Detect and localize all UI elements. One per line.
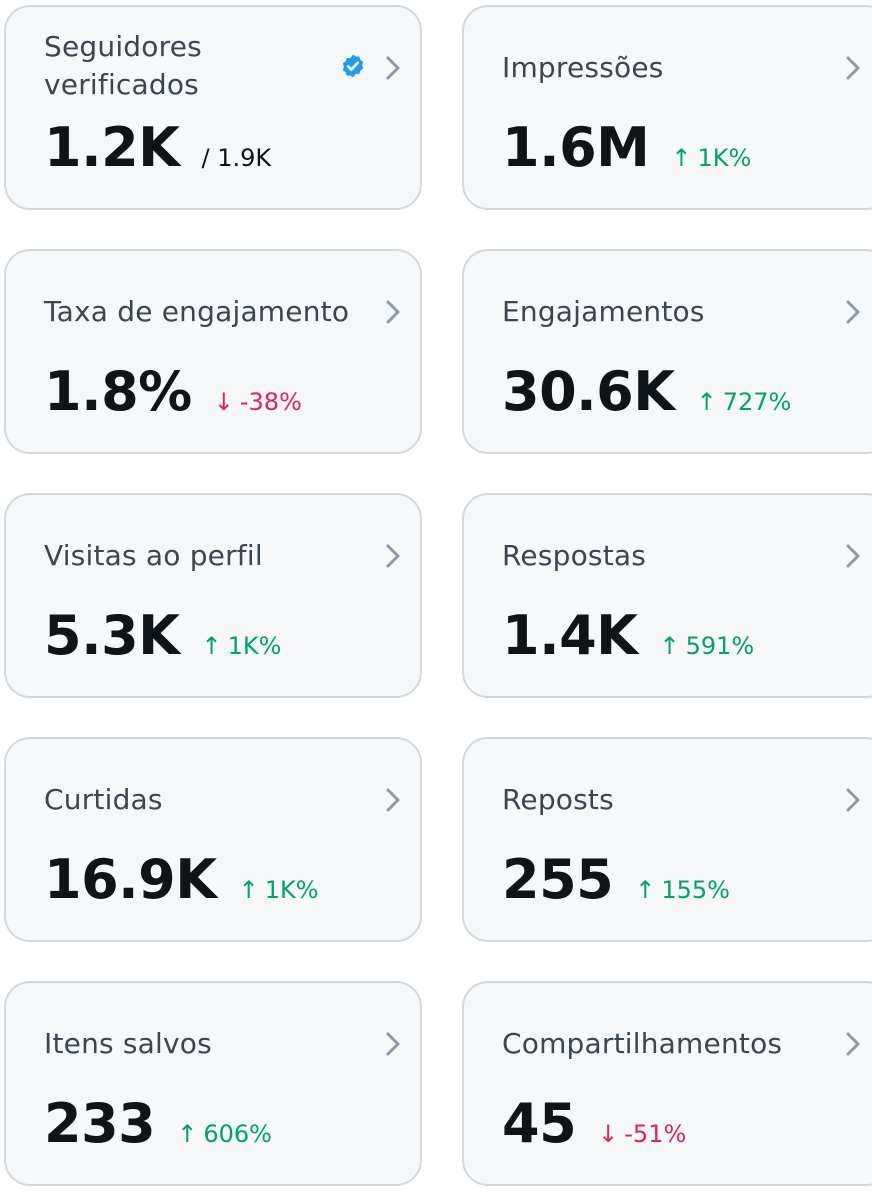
chevron-right-icon xyxy=(846,300,860,324)
metric-row: 45 ↓ -51% xyxy=(502,1089,686,1159)
chevron-right-icon xyxy=(386,1032,400,1056)
change-value: 155% xyxy=(661,876,730,904)
metric-row: 16.9K ↑ 1K% xyxy=(44,845,319,915)
arrow-up-icon: ↑ xyxy=(201,632,222,660)
card-impressions[interactable]: Impressões 1.6M ↑ 1K% xyxy=(462,5,872,210)
card-verified-followers[interactable]: Seguidores verificados 1.2K / 1.9K xyxy=(4,5,422,210)
metric-value: 5.3K xyxy=(44,604,180,667)
card-title: Impressões xyxy=(502,51,664,84)
change-value: 1K% xyxy=(697,144,752,172)
verified-badge-icon xyxy=(342,54,364,78)
card-title: Compartilhamentos xyxy=(502,1027,783,1060)
chevron-right-icon xyxy=(386,300,400,324)
metric-value: 255 xyxy=(502,848,614,911)
arrow-up-icon: ↑ xyxy=(671,144,692,172)
arrow-up-icon: ↑ xyxy=(659,632,680,660)
card-engagement-rate[interactable]: Taxa de engajamento 1.8% ↓ -38% xyxy=(4,249,422,454)
change-value: 1K% xyxy=(264,876,319,904)
metric-total: / 1.9K xyxy=(201,144,272,172)
arrow-up-icon: ↑ xyxy=(238,876,259,904)
card-shares[interactable]: Compartilhamentos 45 ↓ -51% xyxy=(462,981,872,1186)
card-title: Engajamentos xyxy=(502,295,705,328)
card-reposts[interactable]: Reposts 255 ↑ 155% xyxy=(462,737,872,942)
metric-value: 1.6M xyxy=(502,116,650,179)
metric-row: 255 ↑ 155% xyxy=(502,845,730,915)
metric-change: ↑ 1K% xyxy=(239,876,319,904)
change-value: -38% xyxy=(239,388,302,416)
chevron-right-icon xyxy=(386,544,400,568)
metric-change: ↑ 155% xyxy=(635,876,730,904)
metric-change: ↑ 606% xyxy=(177,1120,272,1148)
change-value: -51% xyxy=(624,1120,687,1148)
chevron-right-icon xyxy=(846,1032,860,1056)
arrow-up-icon: ↑ xyxy=(696,388,717,416)
chevron-right-icon xyxy=(846,544,860,568)
card-saved-items[interactable]: Itens salvos 233 ↑ 606% xyxy=(4,981,422,1186)
chevron-right-icon xyxy=(846,56,860,80)
metric-change: ↑ 1K% xyxy=(202,632,282,660)
card-title: Seguidores verificados xyxy=(44,30,202,101)
card-replies[interactable]: Respostas 1.4K ↑ 591% xyxy=(462,493,872,698)
chevron-right-icon xyxy=(846,788,860,812)
chevron-right-icon xyxy=(386,788,400,812)
arrow-down-icon: ↓ xyxy=(598,1120,619,1148)
change-value: 727% xyxy=(722,388,792,416)
metric-change: ↑ 727% xyxy=(697,388,792,416)
metric-value: 45 xyxy=(502,1092,577,1155)
metric-value: 1.4K xyxy=(502,604,638,667)
metric-change: ↓ -51% xyxy=(598,1120,686,1148)
metric-row: 30.6K ↑ 727% xyxy=(502,357,791,427)
metric-change: ↑ 591% xyxy=(660,632,755,660)
card-engagements[interactable]: Engajamentos 30.6K ↑ 727% xyxy=(462,249,872,454)
metric-row: 5.3K ↑ 1K% xyxy=(44,601,281,671)
metric-value: 233 xyxy=(44,1092,156,1155)
card-title: Reposts xyxy=(502,783,614,816)
card-profile-visits[interactable]: Visitas ao perfil 5.3K ↑ 1K% xyxy=(4,493,422,698)
metric-value: 1.8% xyxy=(44,360,192,423)
arrow-up-icon: ↑ xyxy=(177,1120,198,1148)
metric-row: 233 ↑ 606% xyxy=(44,1089,272,1159)
arrow-down-icon: ↓ xyxy=(213,388,234,416)
card-title: Respostas xyxy=(502,539,647,572)
card-title: Taxa de engajamento xyxy=(44,295,350,328)
metric-change: ↑ 1K% xyxy=(671,144,751,172)
card-title: Curtidas xyxy=(44,783,163,816)
metric-change: ↓ -38% xyxy=(214,388,302,416)
metric-row: 1.6M ↑ 1K% xyxy=(502,113,751,183)
change-value: 1K% xyxy=(227,632,282,660)
metric-value: 1.2K xyxy=(44,116,180,179)
metric-value: 30.6K xyxy=(502,360,675,423)
metric-row: 1.4K ↑ 591% xyxy=(502,601,754,671)
metric-value: 16.9K xyxy=(44,848,217,911)
chevron-right-icon xyxy=(386,56,400,80)
arrow-up-icon: ↑ xyxy=(635,876,656,904)
change-value: 591% xyxy=(685,632,755,660)
card-likes[interactable]: Curtidas 16.9K ↑ 1K% xyxy=(4,737,422,942)
metric-row: 1.2K / 1.9K xyxy=(44,113,271,183)
card-title: Visitas ao perfil xyxy=(44,539,263,572)
metric-row: 1.8% ↓ -38% xyxy=(44,357,302,427)
change-value: 606% xyxy=(203,1120,272,1148)
card-title: Itens salvos xyxy=(44,1027,212,1060)
